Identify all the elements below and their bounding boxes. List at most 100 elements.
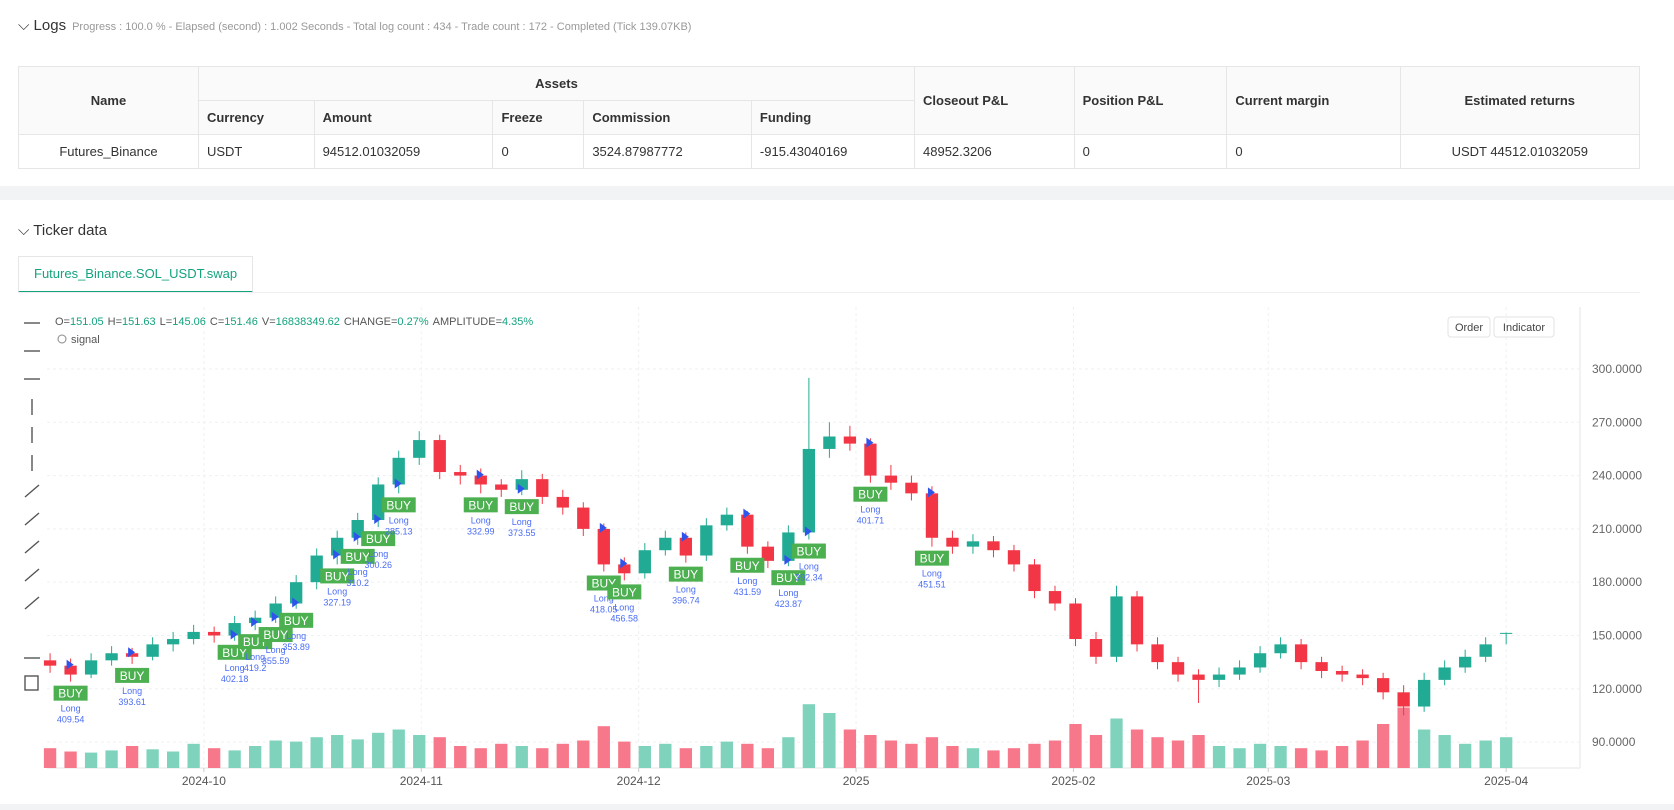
volume-bar <box>946 746 959 768</box>
signal-side: Long <box>286 631 306 641</box>
y-tick-label: 300.0000 <box>1592 362 1642 376</box>
cell: 0 <box>1073 134 1228 169</box>
candle-body <box>1171 662 1185 675</box>
signal-marker <box>271 611 279 622</box>
buy-badge <box>361 531 396 547</box>
cell: 94512.01032059 <box>313 134 494 169</box>
candle-body <box>946 537 959 547</box>
signal-side: Long <box>225 663 245 673</box>
cell: 0 <box>492 134 585 169</box>
cell: Futures_Binance <box>18 134 199 169</box>
y-tick-label: 90.0000 <box>1592 735 1636 749</box>
volume-bar <box>372 732 385 768</box>
signal-price: 401.71 <box>857 516 885 526</box>
volume-bar <box>1130 729 1144 768</box>
signal-side: Long <box>245 652 265 662</box>
signal-side: Long <box>61 704 81 714</box>
signal-marker <box>292 597 300 608</box>
buy-badge <box>771 570 806 586</box>
volume-bar <box>1294 748 1308 768</box>
volume-bar <box>1459 743 1472 768</box>
candle-body <box>1479 644 1492 657</box>
signal-side: Long <box>922 569 942 579</box>
buy-badge <box>607 584 642 600</box>
signal-side: Long <box>778 588 798 598</box>
volume-bar <box>125 746 139 768</box>
signal-price: 451.51 <box>918 580 946 590</box>
x-tick-label: 2024-10 <box>182 774 226 788</box>
volume-bar <box>700 746 713 768</box>
signal-price: 431.59 <box>734 587 762 597</box>
indicator-button[interactable] <box>1493 316 1555 338</box>
signal-side: Long <box>737 576 757 586</box>
column-header: Current margin <box>1226 66 1401 135</box>
signal-marker <box>599 522 607 533</box>
signal-marker <box>374 514 382 525</box>
volume-bar <box>515 746 528 768</box>
column-header: Name <box>18 66 199 135</box>
column-header: Closeout P&L <box>914 66 1075 135</box>
ohlc-value: 151.46 <box>224 316 258 328</box>
logs-header[interactable]: ⌵ Logs Progress : 100.0 % - Elapsed (seco… <box>18 17 692 34</box>
volume-bar <box>1500 737 1513 768</box>
volume-bar <box>207 748 221 768</box>
candle-body <box>1356 674 1369 679</box>
volume-bar <box>1315 750 1328 768</box>
signal-marker <box>333 549 341 560</box>
signal-side: Long <box>122 686 142 696</box>
header-row: Name Assets Closeout P&L Position P&L Curren… <box>18 66 1640 135</box>
order-button[interactable] <box>1447 316 1491 338</box>
volume-bar <box>1151 737 1164 768</box>
logs-status: Progress : 100.0 % - Elapsed (second) : … <box>72 21 692 33</box>
ticker-section: ⌵ Ticker data Futures_Binance.SOL_USDT.s… <box>0 200 1674 804</box>
volume-bar <box>1438 735 1451 768</box>
volume-bar <box>659 743 672 768</box>
signal-marker <box>476 469 484 480</box>
y-tick-label: 240.0000 <box>1592 469 1642 483</box>
volume-bar <box>1110 718 1123 768</box>
candle-body <box>720 514 734 526</box>
candle-body <box>1417 679 1431 707</box>
volume-bar <box>556 743 569 768</box>
volume-bar <box>761 748 775 768</box>
indicator-button-label: Indicator <box>1503 322 1546 334</box>
candle-body <box>925 493 939 538</box>
signal-price: 310.2 <box>346 578 369 588</box>
column-header: Funding <box>750 100 916 135</box>
buy-label: BUY <box>673 568 698 582</box>
buy-badge <box>279 612 314 628</box>
signal-price: 355.59 <box>262 656 290 666</box>
candle-body <box>1459 656 1472 668</box>
column-header: Estimated returns <box>1399 66 1640 135</box>
volume-bar <box>249 746 262 768</box>
candle-body <box>43 660 57 666</box>
volume-bar <box>782 737 795 768</box>
signal-price: 300.26 <box>364 560 392 570</box>
ohlc-key: AMPLITUDE= <box>433 316 502 328</box>
volume-bar <box>228 750 241 768</box>
ticker-header[interactable]: ⌵ Ticker data <box>18 222 107 239</box>
ohlc-value: 16838349.62 <box>276 316 340 328</box>
x-tick-label: 2025 <box>843 774 870 788</box>
volume-bar <box>1479 740 1492 768</box>
drawing-toolbar[interactable] <box>24 322 40 691</box>
y-tick-label: 180.0000 <box>1592 575 1642 589</box>
signal-marker <box>251 617 259 628</box>
candle-body <box>1438 667 1451 680</box>
signal-price: 419.2 <box>244 663 267 673</box>
volume-bar <box>392 729 405 768</box>
buy-badge <box>730 557 765 573</box>
signal-marker <box>517 483 525 494</box>
x-tick-label: 2024-12 <box>617 774 661 788</box>
volume-bar <box>331 735 344 768</box>
volume-bar <box>105 750 118 768</box>
buy-badge <box>381 497 416 513</box>
candle-body <box>966 541 980 547</box>
candle-body <box>1274 644 1287 654</box>
buy-label: BUY <box>386 498 411 512</box>
ohlc-value: 151.05 <box>70 316 104 328</box>
x-tick-label: 2025-04 <box>1484 774 1528 788</box>
candle-body <box>638 550 651 574</box>
logs-title: Logs <box>33 17 67 34</box>
signal-side: Long <box>676 585 696 595</box>
